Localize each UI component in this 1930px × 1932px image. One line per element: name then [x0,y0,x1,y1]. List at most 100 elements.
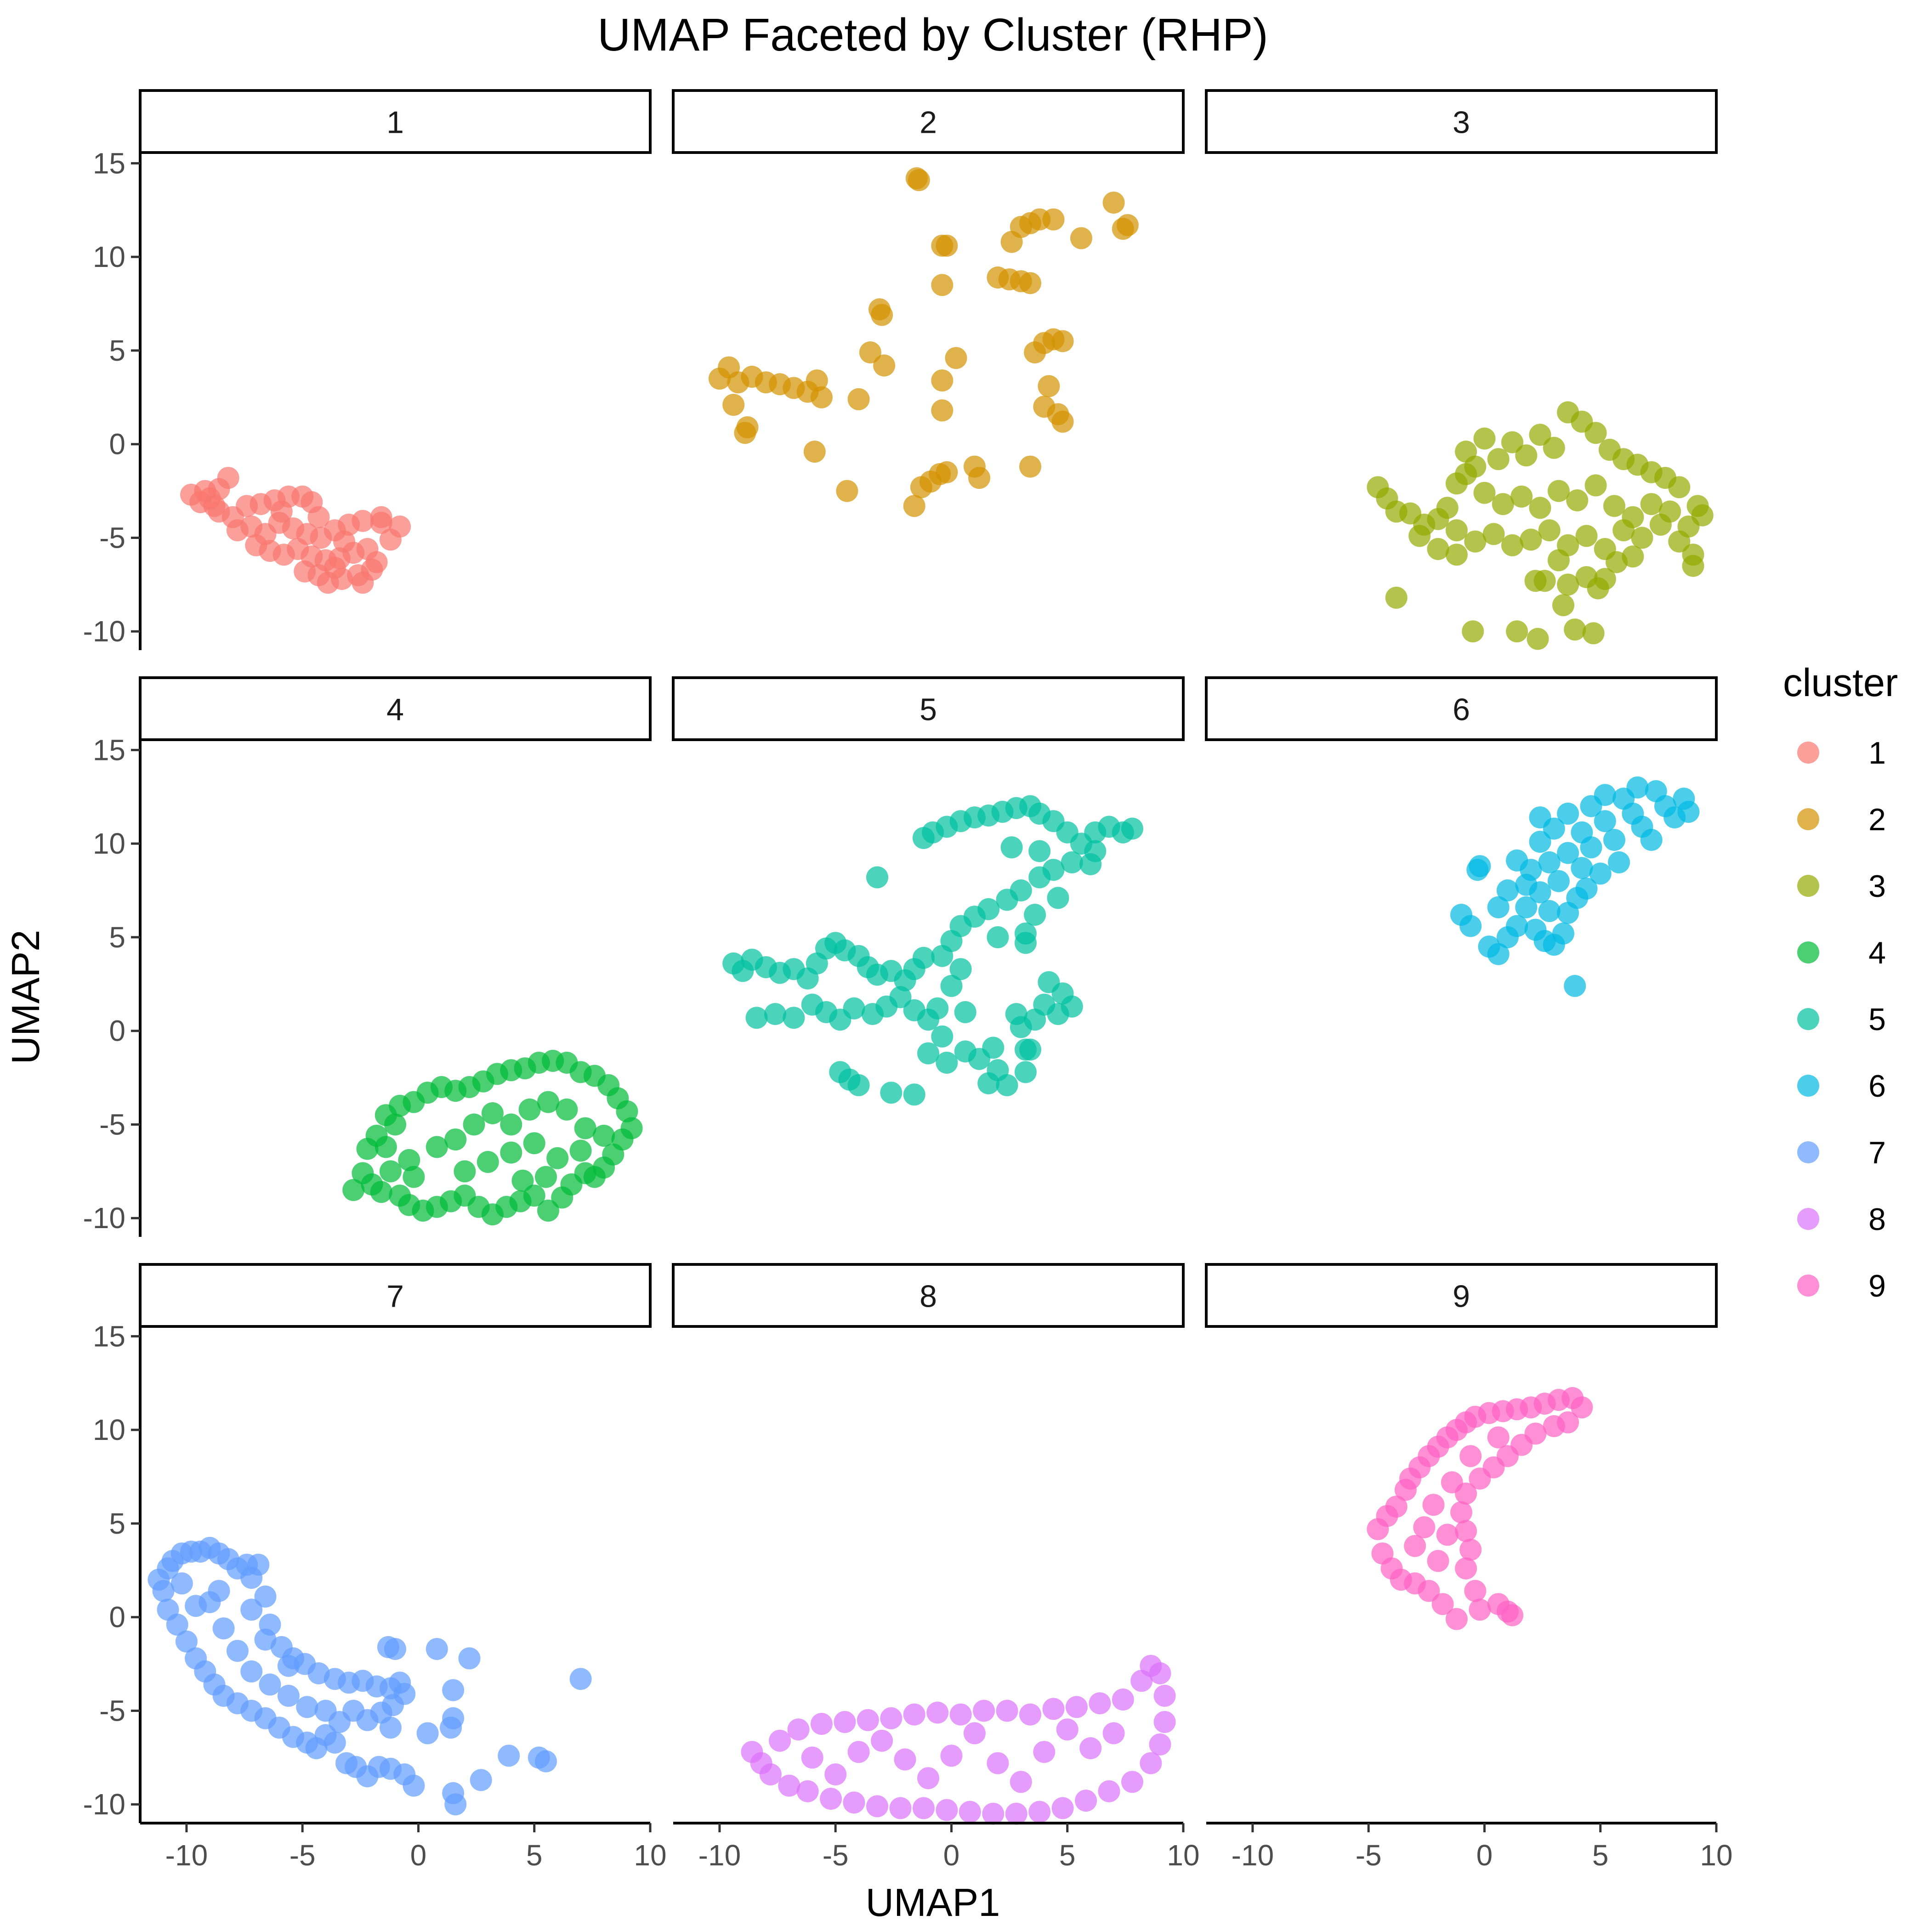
data-point-cluster-4 [593,1124,615,1147]
y-tick-label: 5 [109,1507,125,1540]
legend-item-1: 1 [1797,736,1886,771]
data-point-cluster-7 [185,1595,207,1617]
facet-points-6 [1450,776,1700,997]
y-tick-label: 5 [109,334,125,367]
data-point-cluster-6 [1677,800,1700,823]
y-tick-label: -5 [99,1694,125,1727]
data-point-cluster-8 [1089,1692,1111,1715]
data-point-cluster-6 [1543,817,1565,840]
data-point-cluster-8 [1079,1737,1102,1759]
data-point-cluster-7 [296,1696,318,1718]
data-point-cluster-8 [801,1746,823,1769]
data-point-cluster-7 [535,1750,557,1773]
data-point-cluster-8 [894,1748,916,1771]
data-point-cluster-6 [1594,784,1616,806]
data-point-cluster-3 [1385,586,1408,609]
data-point-cluster-8 [796,1780,819,1802]
data-point-cluster-7 [259,1673,281,1696]
data-point-cluster-3 [1455,463,1477,485]
data-point-cluster-9 [1571,1396,1593,1419]
data-point-cluster-7 [152,1580,175,1602]
data-point-cluster-8 [1028,1801,1051,1823]
data-point-cluster-2 [931,369,954,392]
data-point-cluster-7 [240,1598,263,1621]
facet-points-2 [708,167,1139,517]
data-point-cluster-9 [1418,1580,1440,1602]
data-point-cluster-3 [1575,525,1598,547]
data-point-cluster-1 [324,556,346,579]
data-point-cluster-8 [880,1707,903,1729]
x-tick-label: 5 [1592,1839,1609,1872]
data-point-cluster-7 [277,1684,300,1707]
data-point-cluster-2 [931,274,954,296]
x-tick-label: -5 [823,1839,849,1872]
y-tick-label: 0 [109,428,125,461]
data-point-cluster-2 [1116,214,1139,236]
data-point-cluster-3 [1543,436,1565,459]
y-tick-label: 0 [109,1601,125,1634]
data-point-cluster-5 [889,986,912,1008]
legend-label-1: 1 [1868,736,1886,771]
data-point-cluster-8 [820,1788,842,1810]
data-point-cluster-2 [810,386,833,408]
data-point-cluster-1 [352,510,374,532]
data-point-cluster-2 [734,422,756,444]
data-point-cluster-8 [982,1802,1005,1825]
data-point-cluster-3 [1552,594,1574,617]
legend-item-5: 5 [1797,1002,1886,1037]
data-point-cluster-4 [523,1132,545,1155]
data-point-cluster-2 [871,304,893,326]
data-point-cluster-4 [481,1102,504,1124]
data-point-cluster-9 [1450,1501,1472,1524]
facet-panel-9: 9 -10 -5 0 5 10 [1205,1263,1733,1872]
data-point-cluster-9 [1413,1516,1436,1539]
data-point-cluster-8 [1121,1771,1143,1793]
data-point-cluster-2 [1102,192,1125,214]
data-point-cluster-5 [847,1074,870,1096]
legend-label-6: 6 [1868,1069,1886,1104]
data-point-cluster-7 [277,1654,300,1677]
data-point-cluster-9 [1455,1520,1477,1542]
data-point-cluster-3 [1640,493,1663,516]
legend-key-8 [1797,1208,1819,1230]
data-point-cluster-4 [403,1166,425,1188]
data-point-cluster-9 [1501,1604,1523,1626]
y-tick-label: 0 [109,1014,125,1048]
data-point-cluster-7 [226,1640,249,1662]
data-point-cluster-4 [535,1166,557,1188]
data-point-cluster-6 [1538,851,1561,873]
data-point-cluster-3 [1515,444,1538,467]
data-point-cluster-3 [1482,523,1505,545]
data-point-cluster-6 [1487,896,1510,918]
data-point-cluster-4 [546,1147,569,1169]
data-point-cluster-3 [1682,555,1704,577]
data-point-cluster-3 [1520,528,1542,551]
data-point-cluster-5 [1028,840,1051,862]
data-point-cluster-9 [1431,1593,1454,1615]
data-point-cluster-4 [574,1117,596,1139]
facet-strip-4 [139,676,652,741]
data-point-cluster-2 [1019,455,1041,478]
data-point-cluster-4 [384,1113,406,1136]
data-point-cluster-4 [375,1136,397,1158]
data-point-cluster-5 [764,1003,786,1025]
x-tick-label: 10 [1700,1839,1732,1872]
data-point-cluster-9 [1543,1415,1565,1437]
facet-strip-3 [1205,89,1718,154]
data-point-cluster-4 [511,1169,534,1192]
data-point-cluster-2 [1019,272,1041,295]
data-point-cluster-4 [569,1139,592,1162]
data-point-cluster-5 [949,958,972,980]
facets-layer: 1 15 10 5 0 -5 -10 2 3 4 15 10 5 0 -5 -10 5 6 7 15 10 5 0 -5 -10… [83,89,1733,1872]
data-point-cluster-2 [1051,410,1074,433]
facet-strip-label-1: 1 [386,105,404,140]
data-point-cluster-4 [500,1113,522,1136]
data-point-cluster-5 [1005,1003,1027,1025]
data-point-cluster-8 [917,1767,939,1790]
data-point-cluster-1 [379,528,402,551]
data-point-cluster-9 [1404,1535,1426,1557]
data-point-cluster-1 [203,495,226,517]
facet-panel-5: 5 [672,676,1185,1106]
data-point-cluster-7 [384,1638,406,1660]
data-point-cluster-5 [940,974,963,997]
